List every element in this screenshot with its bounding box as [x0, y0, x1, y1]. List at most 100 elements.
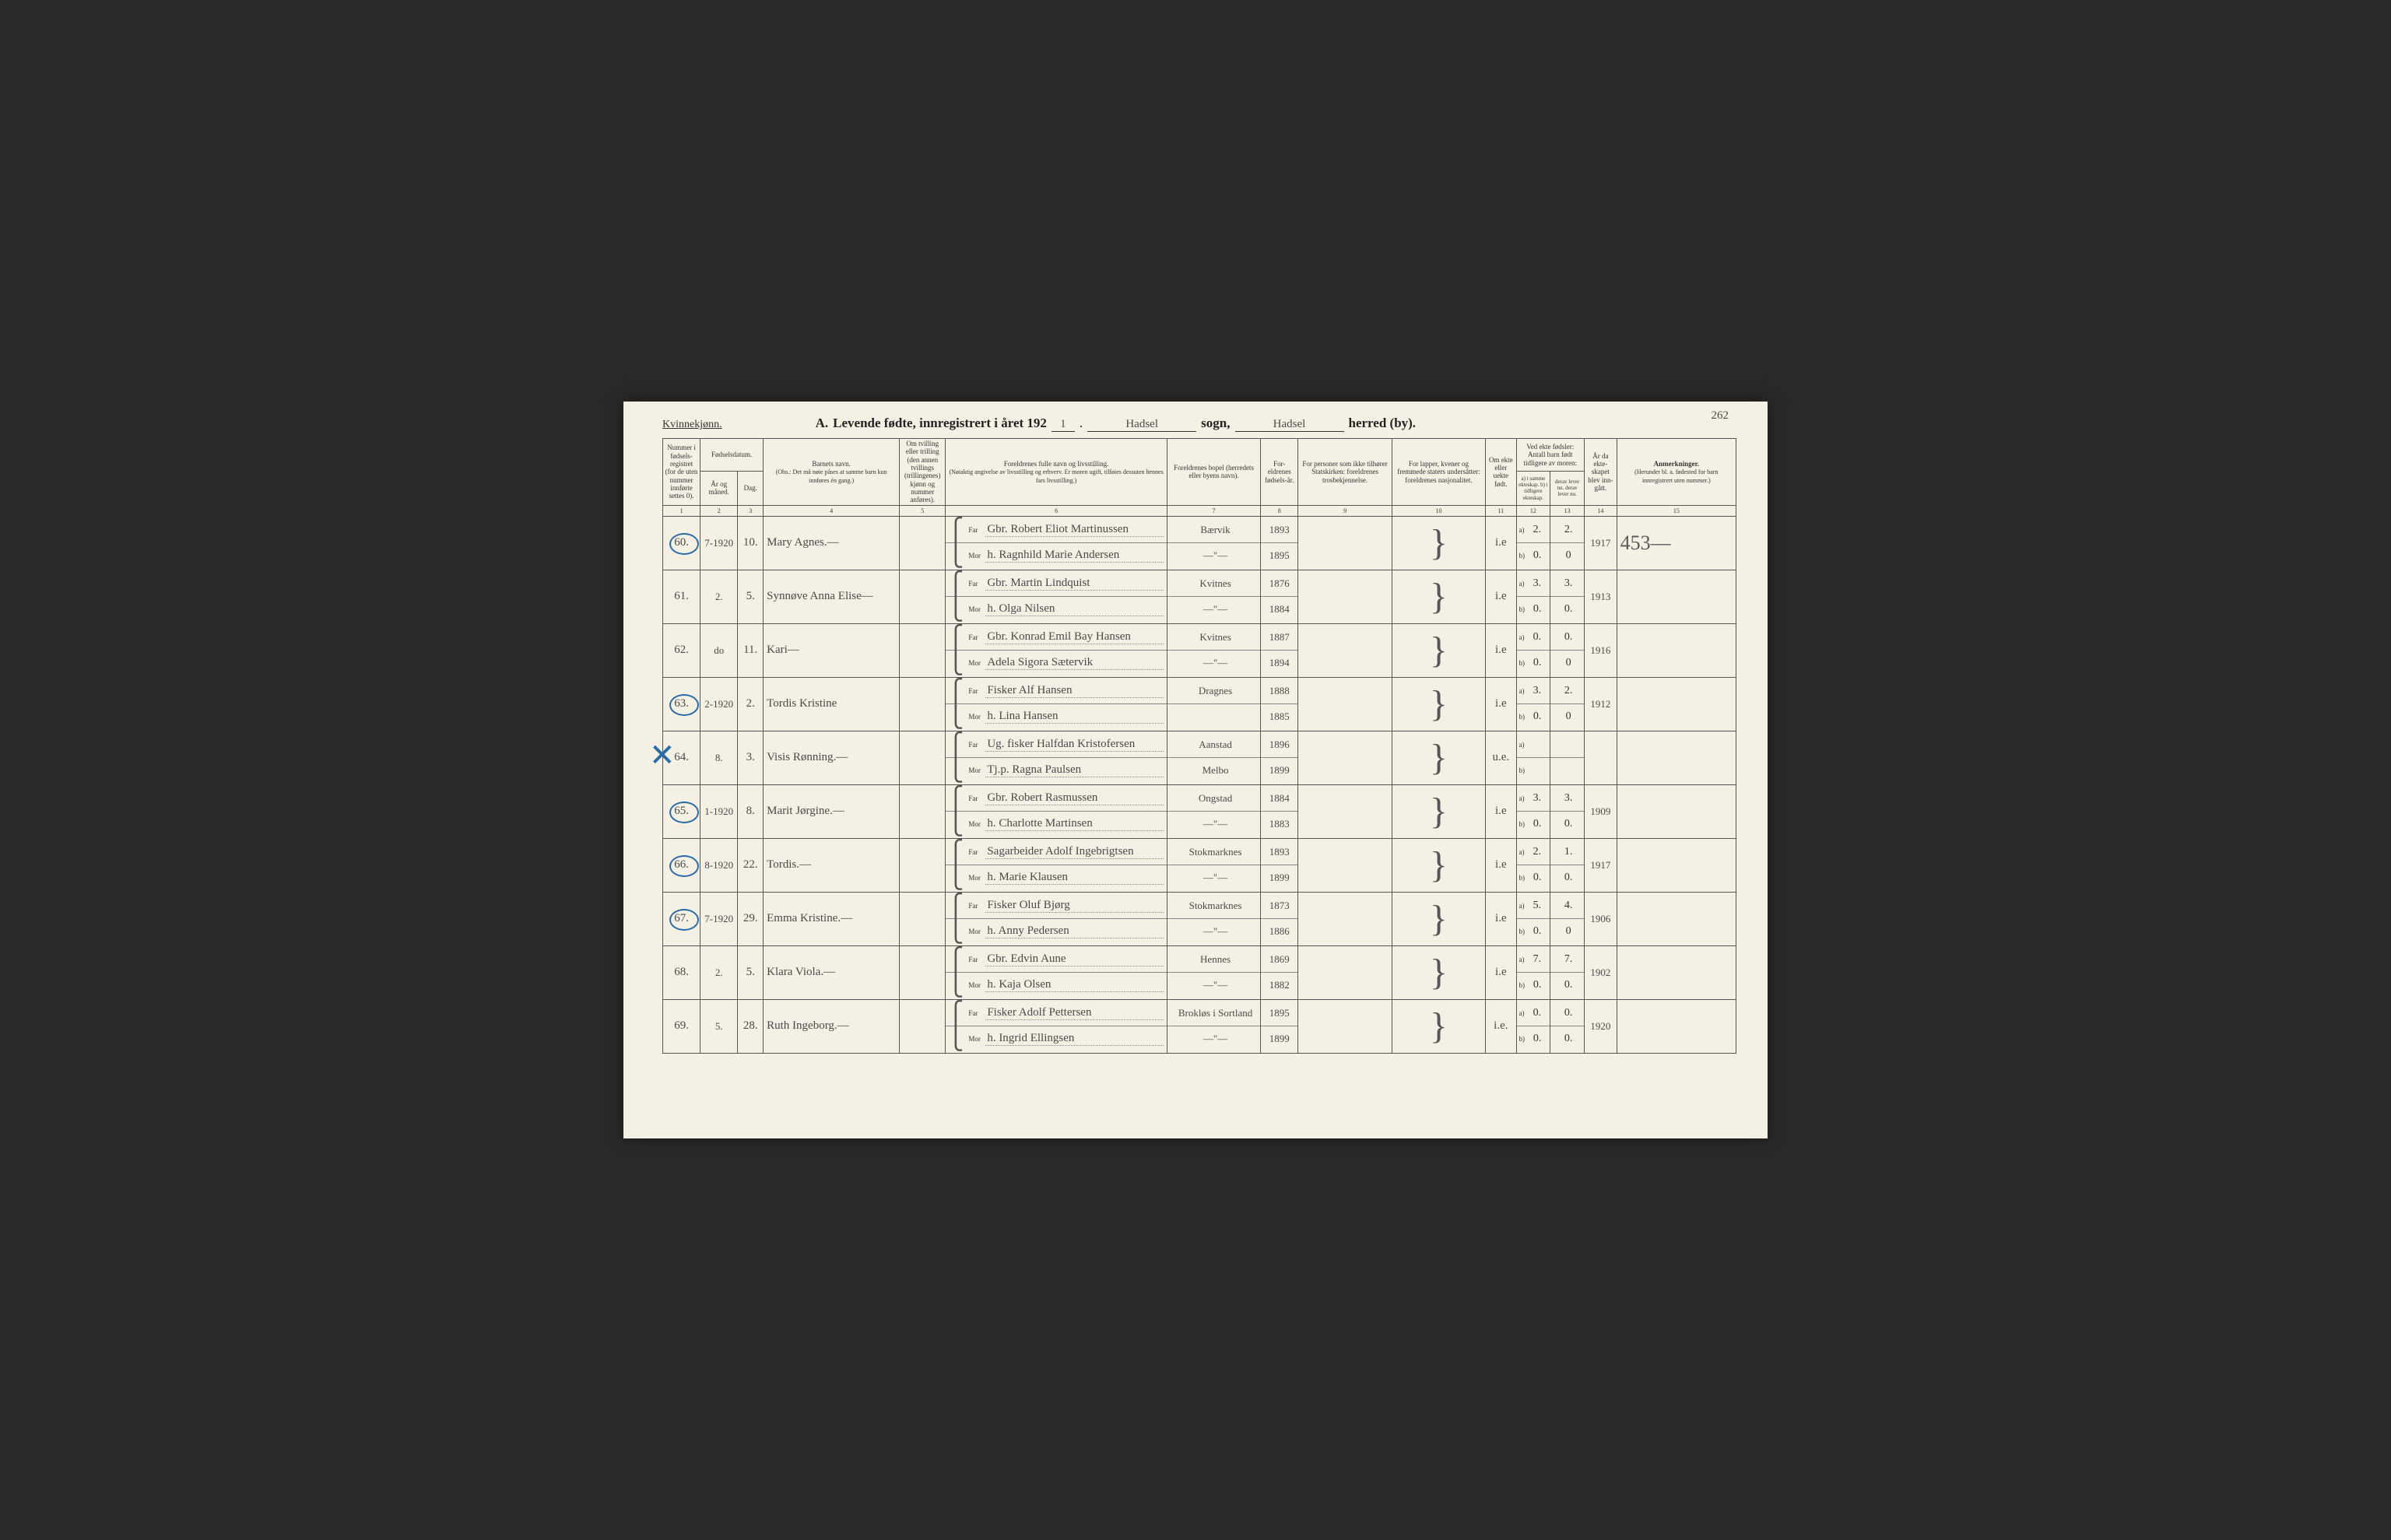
entry-number: 69. — [663, 999, 700, 1053]
far-label: Far — [964, 848, 985, 856]
mother-name: h. Lina Hansen — [985, 710, 1164, 724]
year-month: 2. — [700, 570, 738, 623]
mother-year: 1899 — [1261, 1026, 1297, 1052]
father-year: 1896 — [1261, 732, 1297, 758]
birth-years: 1895 1899 — [1261, 999, 1298, 1053]
prior-children-count: a)7. b)0. — [1516, 945, 1550, 999]
year-month: 5. — [700, 999, 738, 1053]
b-prior: 0. — [1525, 925, 1550, 938]
father-name: Gbr. Konrad Emil Bay Hansen — [985, 630, 1164, 644]
marriage-year — [1585, 731, 1617, 784]
col-4-title: Barnets navn. — [812, 460, 851, 468]
prior-children-count: a)3. b)0. — [1516, 677, 1550, 731]
child-name: Kari— — [764, 623, 900, 677]
prior-children-living: 3. 0. — [1550, 784, 1585, 838]
prior-children-living: 2. 0 — [1550, 677, 1585, 731]
header: Kvinnekjønn. A. Levende fødte, innregist… — [662, 416, 1736, 432]
residence-father: Bærvik — [1167, 517, 1260, 543]
marriage-year: 1909 — [1585, 784, 1617, 838]
legitimate: i.e — [1486, 623, 1516, 677]
religion — [1298, 731, 1392, 784]
prior-children-living: 4. 0 — [1550, 892, 1585, 945]
mother-year: 1899 — [1261, 758, 1297, 784]
colnum-9: 9 — [1298, 505, 1392, 516]
sogn-value: Hadsel — [1087, 418, 1196, 432]
col-4-sub: (Obs.: Det må nøie påses at samme barn k… — [776, 468, 887, 483]
year-month: 8. — [700, 731, 738, 784]
table-row: 64. 8. 3. Visis Rønning.— ⎧ Far Ug. fisk… — [663, 731, 1736, 784]
sogn-label: sogn, — [1201, 416, 1230, 431]
parents: ⎧ Far Fisker Oluf Bjørg ⎩ Mor h. Anny Pe… — [946, 892, 1167, 945]
table-row: 69. 5. 28. Ruth Ingeborg.— ⎧ Far Fisker … — [663, 999, 1736, 1053]
twin-info — [900, 945, 946, 999]
father-year: 1876 — [1261, 571, 1297, 597]
a-same: 5. — [1525, 900, 1550, 912]
b-prior: 0. — [1525, 872, 1550, 884]
parents: ⎧ Far Gbr. Martin Lindquist ⎩ Mor h. Olg… — [946, 570, 1167, 623]
parents: ⎧ Far Gbr. Robert Eliot Martinussen ⎩ Mo… — [946, 516, 1167, 570]
remarks — [1617, 623, 1736, 677]
col-12-13-header: Ved ekte fødsler: Antall barn født tidli… — [1516, 439, 1585, 472]
religion — [1298, 945, 1392, 999]
col-15-header: Anmerkninger. (Herunder bl. a. fødested … — [1617, 439, 1736, 506]
prior-children-living: 1. 0. — [1550, 838, 1585, 892]
a-living: 0. — [1553, 631, 1584, 644]
residence-mother: —"— — [1167, 1026, 1260, 1052]
b-living: 0. — [1553, 603, 1584, 616]
colnum-2: 2 — [700, 505, 738, 516]
marriage-year: 1916 — [1585, 623, 1617, 677]
mor-label: Mor — [964, 928, 985, 935]
residence-mother: —"— — [1167, 865, 1260, 891]
nationality: } — [1392, 570, 1485, 623]
residence-mother — [1167, 704, 1260, 730]
col-1-header: Nummer i fødsels-registret (for de uten … — [663, 439, 700, 506]
father-year: 1893 — [1261, 517, 1297, 543]
a-living: 4. — [1553, 900, 1584, 912]
legitimate: i.e — [1486, 945, 1516, 999]
table-row: 65. 1-1920 8. Marit Jørgine.— ⎧ Far Gbr.… — [663, 784, 1736, 838]
b-prior: 0. — [1525, 603, 1550, 616]
far-label: Far — [964, 956, 985, 963]
far-label: Far — [964, 633, 985, 641]
twin-info — [900, 516, 946, 570]
father-name: Fisker Oluf Bjørg — [985, 899, 1164, 913]
far-label: Far — [964, 902, 985, 910]
residence-father: Stokmarknes — [1167, 840, 1260, 865]
mor-label: Mor — [964, 874, 985, 882]
page-number: 262 — [1712, 409, 1729, 423]
religion — [1298, 838, 1392, 892]
remarks: 453— — [1617, 516, 1736, 570]
a-same: 3. — [1525, 792, 1550, 805]
column-number-row: 1 2 3 4 5 6 7 8 9 10 11 12 13 14 15 — [663, 505, 1736, 516]
col-6-header: Foreldrenes fulle navn og livsstilling. … — [946, 439, 1167, 506]
prior-children-count: a)3. b)0. — [1516, 784, 1550, 838]
marriage-year: 1913 — [1585, 570, 1617, 623]
remarks — [1617, 838, 1736, 892]
parents: ⎧ Far Gbr. Robert Rasmussen ⎩ Mor h. Cha… — [946, 784, 1167, 838]
prior-children-living: 7. 0. — [1550, 945, 1585, 999]
b-living: 0. — [1553, 979, 1584, 991]
year-suffix: 1 — [1052, 418, 1075, 432]
father-name: Ug. fisker Halfdan Kristofersen — [985, 738, 1164, 752]
father-name: Gbr. Edvin Aune — [985, 952, 1164, 966]
b-living: 0 — [1553, 549, 1584, 562]
residence-father: Dragnes — [1167, 679, 1260, 704]
father-name: Gbr. Martin Lindquist — [985, 577, 1164, 591]
marriage-year: 1906 — [1585, 892, 1617, 945]
father-year: 1895 — [1261, 1001, 1297, 1026]
b-prior: 0. — [1525, 549, 1550, 562]
father-name: Sagarbeider Adolf Ingebrigtsen — [985, 845, 1164, 859]
mor-label: Mor — [964, 659, 985, 667]
a-living: 7. — [1553, 953, 1584, 966]
remarks — [1617, 570, 1736, 623]
prior-children-living — [1550, 731, 1585, 784]
mother-name: h. Olga Nilsen — [985, 602, 1164, 616]
religion — [1298, 999, 1392, 1053]
colnum-12: 12 — [1516, 505, 1550, 516]
mor-label: Mor — [964, 552, 985, 560]
entry-number: 67. — [663, 892, 700, 945]
nationality: } — [1392, 623, 1485, 677]
birth-years: 1869 1882 — [1261, 945, 1298, 999]
col-9-header: For personer som ikke tilhører Statskirk… — [1298, 439, 1392, 506]
residence-father: Ongstad — [1167, 786, 1260, 812]
